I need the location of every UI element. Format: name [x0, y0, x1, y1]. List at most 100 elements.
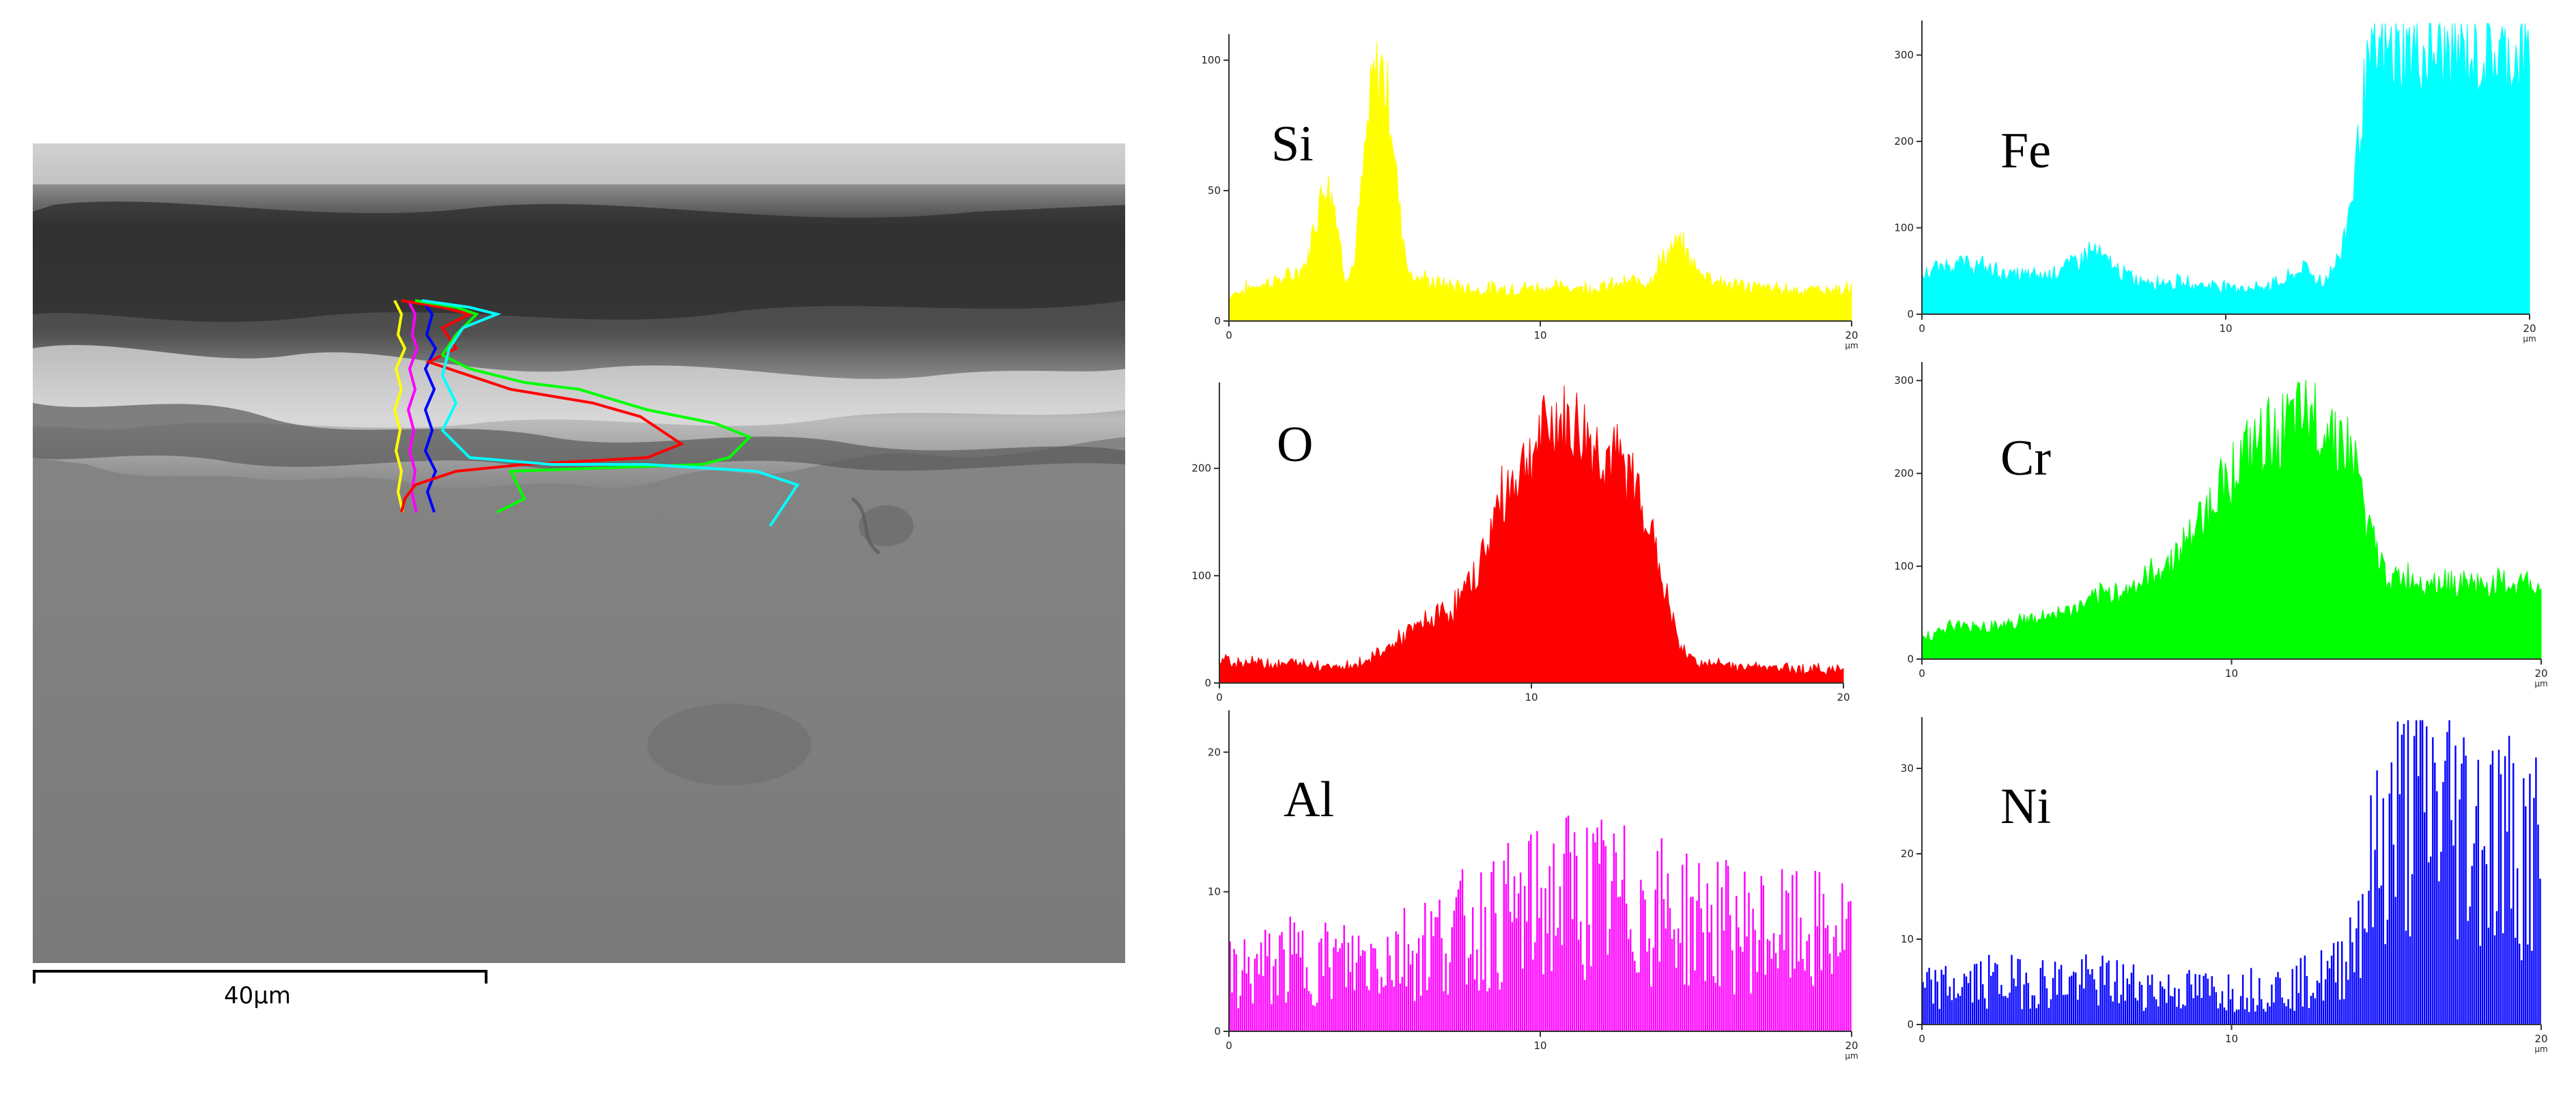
ni-count-bar [2291, 968, 2293, 1025]
ni-count-bar [2256, 1005, 2259, 1025]
ni-count-bar [2031, 995, 2033, 1025]
ni-count-bar [2306, 976, 2308, 1025]
ni-count-bar [2366, 932, 2368, 1025]
al-count-bar [1303, 988, 1306, 1031]
ni-count-bar [2297, 992, 2299, 1025]
ni-count-bar [2267, 1003, 2269, 1025]
al-count-bar [1662, 899, 1665, 1031]
ni-count-bar [1988, 955, 1990, 1025]
ni-count-bar [2142, 1011, 2145, 1025]
ni-count-bar [2295, 965, 2297, 1025]
ni-count-bar [1959, 996, 1962, 1025]
ni-count-bar [1932, 1003, 1934, 1025]
ni-count-bar [2289, 1008, 2291, 1025]
ni-count-bar [2079, 984, 2081, 1025]
al-count-bar [1744, 872, 1746, 1031]
ni-count-bar [2417, 776, 2420, 1025]
al-count-bar [1409, 964, 1412, 1031]
al-count-bar [1586, 827, 1588, 1031]
ni-count-bar [2066, 994, 2069, 1025]
ni-count-bar [2308, 1007, 2310, 1025]
al-count-bar [1582, 964, 1584, 1031]
ni-count-bar [2497, 749, 2500, 1025]
al-count-bar [1457, 889, 1460, 1031]
si-series-fill [1228, 41, 1852, 322]
al-count-bar [1467, 958, 1470, 1031]
al-count-bar [1646, 951, 1648, 1031]
al-count-bar [1723, 930, 1725, 1031]
ni-count-bar [2314, 998, 2317, 1025]
ni-count-bar [2279, 977, 2281, 1025]
ni-count-bar [2085, 954, 2087, 1025]
o-x-tick-label: 20 [1837, 691, 1850, 703]
ni-count-bar [2531, 951, 2533, 1025]
al-count-bar [1652, 947, 1654, 1031]
al-count-bar [1688, 986, 1690, 1031]
al-count-bar [1748, 892, 1750, 1031]
al-count-bar [1727, 865, 1729, 1031]
ni-count-bar [2254, 1011, 2256, 1025]
al-count-bar [1621, 879, 1624, 1031]
ni-count-bar [2046, 988, 2048, 1025]
ni-count-bar [2491, 751, 2494, 1025]
ni-count-bar [2355, 928, 2358, 1025]
al-count-bar [1820, 970, 1823, 1031]
al-count-bar [1229, 941, 1231, 1031]
al-count-bar [1725, 860, 1727, 1031]
al-count-bar [1271, 1004, 1273, 1031]
al-count-bar [1511, 921, 1514, 1031]
ni-count-bar [2058, 969, 2061, 1025]
ni-count-bar [2316, 980, 2319, 1025]
al-count-bar [1484, 906, 1486, 1031]
al-count-bar [1542, 974, 1544, 1031]
ni-count-bar [2136, 1000, 2139, 1025]
ni-count-bar [2231, 989, 2234, 1025]
al-count-bar [1764, 974, 1767, 1031]
ni-count-bar [2246, 997, 2248, 1025]
ni-count-bar [2452, 845, 2454, 1025]
ni-count-bar [2508, 736, 2510, 1025]
ni-count-bar [1942, 975, 1944, 1025]
ni-count-bar [2227, 974, 2230, 1025]
al-count-bar [1378, 993, 1381, 1031]
ni-y-tick-label: 30 [1901, 762, 1914, 775]
al-count-bar [1567, 816, 1570, 1031]
ni-y-tick-label: 0 [1907, 1018, 1914, 1031]
al-count-bar [1287, 991, 1289, 1031]
al-count-bar [1832, 936, 1835, 1031]
al-count-bar [1563, 853, 1566, 1031]
ni-count-bar [2500, 774, 2502, 1025]
al-count-bar [1690, 897, 1692, 1031]
ni-count-bar [2510, 908, 2513, 1025]
ni-count-bar [2277, 972, 2279, 1025]
ni-count-bar [1967, 983, 1970, 1025]
ni-count-bar [2124, 1001, 2127, 1025]
al-count-bar [1436, 917, 1439, 1031]
ni-count-bar [2444, 760, 2446, 1025]
ni-count-bar [2304, 956, 2306, 1025]
ni-count-bar [2087, 969, 2089, 1025]
al-count-bar [1636, 973, 1638, 1031]
chart-o: 0 100 200 0 10 20 O [1191, 382, 1850, 703]
ni-count-bar [2322, 1000, 2325, 1025]
al-count-bar [1675, 967, 1678, 1031]
ni-count-bar [2052, 977, 2054, 1025]
ni-count-bar [2000, 985, 2002, 1025]
ni-count-bar [2446, 731, 2448, 1025]
ni-count-bar [2353, 972, 2355, 1025]
ni-count-bar [2527, 944, 2529, 1025]
ni-count-bar [2479, 945, 2482, 1025]
ni-count-bar [2178, 988, 2180, 1025]
al-count-bar [1682, 865, 1684, 1031]
ni-count-bar [2112, 1001, 2114, 1025]
al-count-bar [1822, 893, 1825, 1031]
ni-count-bar [1944, 966, 1947, 1025]
ni-count-bar [1975, 964, 1978, 1025]
sem-micrograph [33, 143, 1125, 963]
al-count-bar [1648, 938, 1650, 1031]
ni-count-bar [2225, 1010, 2228, 1025]
al-x-unit-label: µm [1845, 1051, 1858, 1061]
al-count-bar [1704, 981, 1706, 1031]
